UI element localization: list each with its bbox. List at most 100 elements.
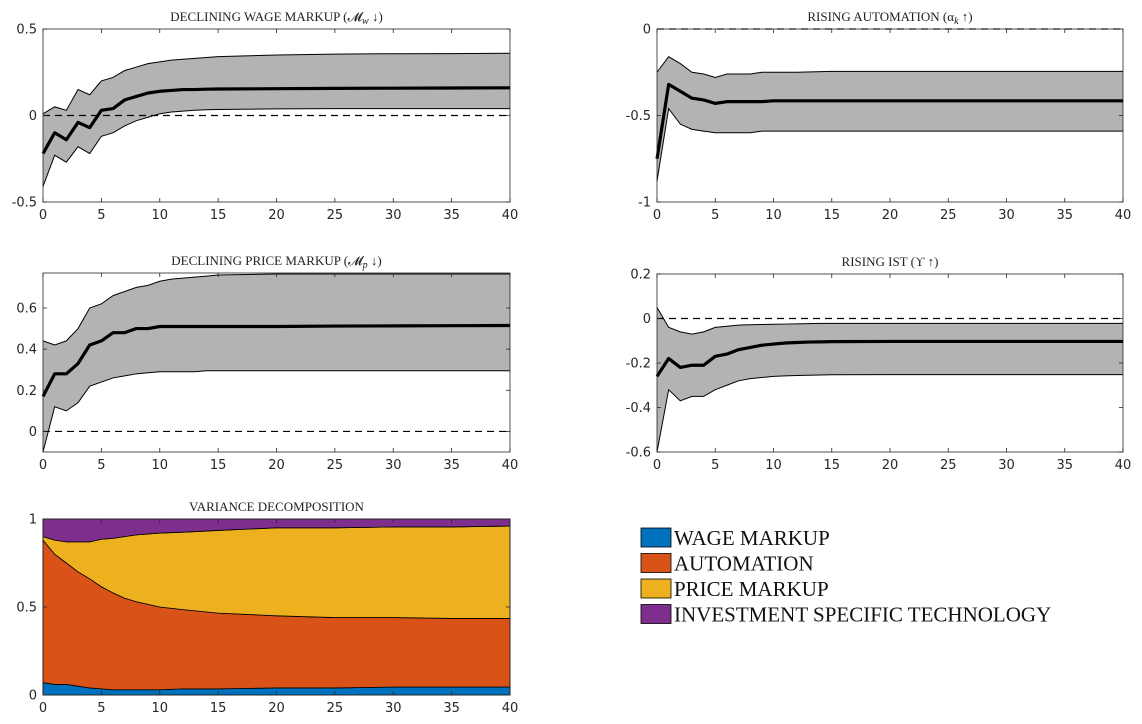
x-tick-label: 40 xyxy=(1115,458,1132,473)
panel-2: 0 5 10 15 20 25 30 35 40 -1 -0.5 0 RISING AUTOMATION… xyxy=(626,9,1132,223)
x-tick-label: 40 xyxy=(502,701,519,716)
confidence-band xyxy=(657,56,1123,182)
x-tick-label: 20 xyxy=(268,458,285,473)
y-tick-label: -1 xyxy=(638,196,651,211)
panel-3: 0 5 10 15 20 25 30 35 40 0 0.2 0.4 0.6 DECLINING PRIC… xyxy=(16,253,518,473)
x-tick-label: 10 xyxy=(765,208,782,223)
x-tick-label: 0 xyxy=(653,458,661,473)
legend-label: AUTOMATION xyxy=(674,552,814,576)
x-tick-label: 35 xyxy=(443,208,460,223)
y-tick-label: 0 xyxy=(643,23,651,38)
x-tick-label: 15 xyxy=(210,701,227,716)
x-tick-label: 35 xyxy=(1056,208,1073,223)
title-arrow: ↑) xyxy=(959,9,973,24)
y-tick-label: 0 xyxy=(643,312,651,327)
median-response-line xyxy=(655,82,1123,159)
y-tick-label: -0.4 xyxy=(626,401,651,416)
x-tick-label: 20 xyxy=(882,208,899,223)
x-tick-label: 40 xyxy=(502,208,519,223)
x-tick-label: 30 xyxy=(385,208,402,223)
x-tick-label: 20 xyxy=(882,458,899,473)
x-tick-label: 25 xyxy=(940,208,957,223)
upper-bound-line xyxy=(656,307,1123,335)
x-tick-label: 40 xyxy=(502,458,519,473)
x-tick-label: 15 xyxy=(823,208,840,223)
x-tick-label: 5 xyxy=(97,701,105,716)
y-tick-label: 0.5 xyxy=(16,601,37,616)
x-tick-label: 25 xyxy=(327,458,344,473)
confidence-band xyxy=(43,274,510,452)
y-tick-label: 0 xyxy=(29,689,37,704)
x-tick-label: 5 xyxy=(711,208,719,223)
y-tick-label: 0.2 xyxy=(16,384,37,399)
median-response-line xyxy=(41,323,511,398)
title-arrow: ↓) xyxy=(368,253,382,268)
x-tick-label: 25 xyxy=(940,458,957,473)
x-tick-label: 5 xyxy=(97,458,105,473)
y-tick-label: -0.6 xyxy=(626,446,651,461)
title-main: DECLINING PRICE MARKUP (𝓜 xyxy=(171,253,364,268)
panel-title: DECLINING PRICE MARKUP (𝓜p ↓) xyxy=(171,253,381,271)
x-tick-label: 0 xyxy=(39,208,47,223)
x-tick-label: 10 xyxy=(151,701,168,716)
confidence-band xyxy=(43,53,510,187)
y-tick-label: -0.5 xyxy=(12,196,37,211)
x-tick-label: 35 xyxy=(443,458,460,473)
title-main: VARIANCE DECOMPOSITION xyxy=(189,499,365,514)
lower-bound-line xyxy=(42,370,510,453)
legend-swatch xyxy=(640,578,672,599)
x-tick-label: 20 xyxy=(268,208,285,223)
x-tick-label: 20 xyxy=(268,701,285,716)
upper-bound-line xyxy=(42,273,510,346)
y-tick-label: 0 xyxy=(29,425,37,440)
y-tick-label: 0.4 xyxy=(16,343,37,358)
y-tick-label: -0.2 xyxy=(626,357,651,372)
x-tick-label: 15 xyxy=(210,208,227,223)
panel-title: RISING IST (ϒ ↑) xyxy=(842,254,939,269)
title-arrow: ↓) xyxy=(369,9,383,24)
panel-title: VARIANCE DECOMPOSITION xyxy=(189,499,365,514)
legend-label: PRICE MARKUP xyxy=(674,577,829,601)
x-tick-label: 30 xyxy=(998,458,1015,473)
x-tick-label: 0 xyxy=(653,208,661,223)
x-tick-label: 10 xyxy=(151,208,168,223)
lower-bound-line xyxy=(42,108,510,187)
title-subscript: k xyxy=(954,16,959,27)
panel-title: DECLINING WAGE MARKUP (𝓜w ↓) xyxy=(170,9,383,27)
lower-bound-line xyxy=(656,374,1123,453)
x-tick-label: 30 xyxy=(998,208,1015,223)
upper-bound-line xyxy=(656,56,1123,78)
y-tick-label: 0.5 xyxy=(16,23,37,38)
lower-bound-line xyxy=(656,107,1123,182)
title-main: RISING AUTOMATION (α xyxy=(807,9,954,24)
title-subscript: p xyxy=(362,260,368,271)
y-tick-label: 1 xyxy=(29,513,37,528)
x-tick-label: 35 xyxy=(443,701,460,716)
panel-title: RISING AUTOMATION (αk ↑) xyxy=(807,9,972,27)
title-arrow: ↑) xyxy=(924,254,938,269)
x-tick-label: 0 xyxy=(39,458,47,473)
x-tick-label: 30 xyxy=(385,701,402,716)
x-tick-label: 30 xyxy=(385,458,402,473)
x-tick-label: 0 xyxy=(39,701,47,716)
x-tick-label: 15 xyxy=(823,458,840,473)
y-tick-label: -0.5 xyxy=(626,109,651,124)
panel-4: 0 5 10 15 20 25 30 35 40 -0.6 -0.4 -0.2 0 0.2 RISING I… xyxy=(626,254,1132,473)
y-tick-label: 0 xyxy=(29,109,37,124)
x-tick-label: 5 xyxy=(97,208,105,223)
legend-label: INVESTMENT SPECIFIC TECHNOLOGY xyxy=(674,603,1051,627)
title-main: DECLINING WAGE MARKUP (𝓜 xyxy=(170,9,363,24)
x-tick-label: 5 xyxy=(711,458,719,473)
x-tick-label: 40 xyxy=(1115,208,1132,223)
x-tick-label: 25 xyxy=(327,701,344,716)
y-tick-label: 0.6 xyxy=(16,301,37,316)
panel-5: 0 5 10 15 20 25 30 35 40 0 0.5 1 VARIANCE DECOMPOSIT… xyxy=(16,499,518,716)
x-tick-label: 15 xyxy=(210,458,227,473)
legend-label: WAGE MARKUP xyxy=(674,526,830,550)
x-tick-label: 25 xyxy=(327,208,344,223)
upper-bound-line xyxy=(42,52,511,115)
x-tick-label: 35 xyxy=(1056,458,1073,473)
median-response-line xyxy=(655,339,1123,378)
